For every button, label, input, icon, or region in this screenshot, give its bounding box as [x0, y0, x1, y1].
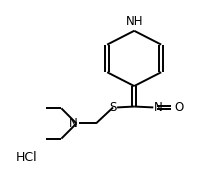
Text: NH: NH — [125, 15, 143, 28]
Text: N: N — [154, 101, 163, 114]
Text: S: S — [110, 101, 117, 114]
Text: HCl: HCl — [16, 151, 37, 164]
Text: O: O — [174, 101, 183, 114]
Text: N: N — [69, 117, 78, 130]
